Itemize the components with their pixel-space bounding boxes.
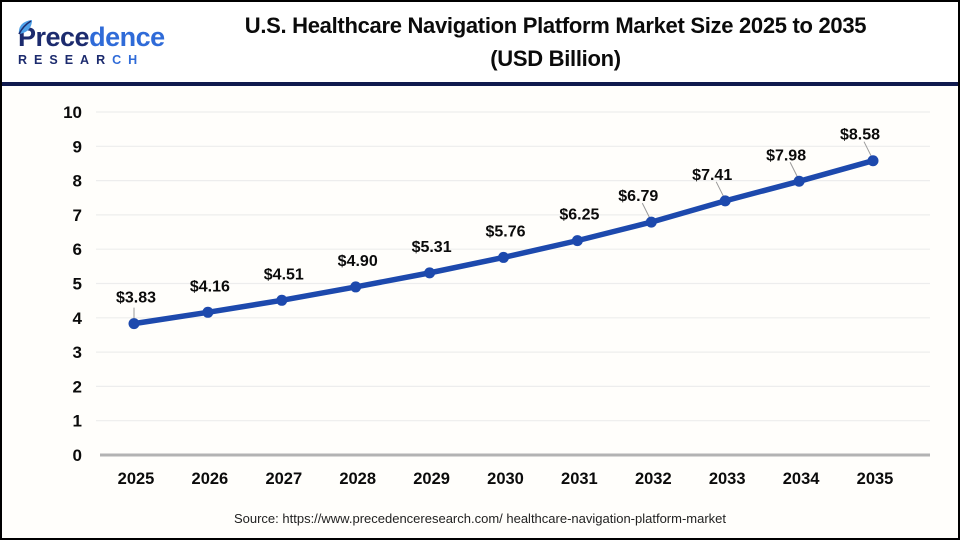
header-divider <box>2 82 958 86</box>
data-point-marker <box>571 235 583 247</box>
chart-area: 0 1 2 3 4 5 6 7 8 9 10 2025 2026 2027 2028 2029 2030 2031… <box>2 86 958 500</box>
data-point-label: $3.83 <box>116 290 156 307</box>
data-point-marker <box>793 175 805 187</box>
data-point-marker <box>202 306 214 318</box>
y-axis-label: 4 <box>73 309 83 328</box>
x-axis-label: 2030 <box>487 470 524 488</box>
brand-subtitle: RESEARCH <box>18 52 145 67</box>
data-point-label: $7.98 <box>766 147 806 164</box>
y-axis-label: 7 <box>73 206 82 225</box>
x-axis-label: 2029 <box>413 470 450 488</box>
x-axis-label: 2028 <box>339 470 376 488</box>
data-point-label: $5.31 <box>412 239 452 256</box>
x-axis-label: 2027 <box>265 470 302 488</box>
data-point-marker <box>128 318 140 330</box>
x-axis-label: 2035 <box>857 470 894 488</box>
x-axis-label: 2032 <box>635 470 672 488</box>
source-note: Source: https://www.precedenceresearch.c… <box>2 500 958 538</box>
data-point-label: $4.16 <box>190 278 230 295</box>
data-point-marker <box>350 281 362 293</box>
data-point-label: $5.76 <box>485 223 525 240</box>
data-point-marker <box>276 294 288 306</box>
brand-name: Precedence <box>18 19 208 51</box>
x-axis-label: 2033 <box>709 470 746 488</box>
chart-title: U.S. Healthcare Navigation Platform Mark… <box>208 9 958 75</box>
leader-line <box>863 141 873 158</box>
line-chart: 0 1 2 3 4 5 6 7 8 9 10 2025 2026 2027 2028 2029 2030 2031… <box>63 103 930 488</box>
leaf-icon <box>16 15 36 42</box>
y-axis-label: 0 <box>73 446 82 465</box>
data-point-label: $7.41 <box>692 167 732 184</box>
data-point-marker <box>719 195 731 207</box>
data-point-label: $4.51 <box>264 266 304 283</box>
data-point-label: $6.25 <box>559 207 599 224</box>
data-point-label: $8.58 <box>840 127 880 144</box>
y-axis-label: 9 <box>73 137 82 156</box>
data-point-marker <box>867 155 879 167</box>
leader-line <box>641 202 651 220</box>
data-point-marker <box>645 216 657 228</box>
y-axis-label: 10 <box>63 103 82 122</box>
chart-title-line1: U.S. Healthcare Navigation Platform Mark… <box>244 13 867 38</box>
data-point-label: $4.90 <box>338 253 378 270</box>
x-axis-label: 2026 <box>192 470 229 488</box>
brand-logo: Precedence RESEARCH <box>2 18 208 67</box>
data-point-marker <box>498 251 509 263</box>
data-point-marker <box>424 267 436 279</box>
x-axis-label: 2025 <box>118 470 155 488</box>
x-axis-label: 2031 <box>561 470 598 488</box>
y-axis-label: 1 <box>73 412 82 431</box>
y-axis-label: 6 <box>73 240 82 259</box>
y-axis-label: 8 <box>73 172 82 191</box>
x-axis-label: 2034 <box>783 470 821 488</box>
y-axis-label: 5 <box>73 275 82 294</box>
y-axis-label: 3 <box>73 343 82 362</box>
header: Precedence RESEARCH U.S. Healthcare Navi… <box>2 2 958 82</box>
series-line <box>131 157 876 327</box>
leader-line <box>715 181 725 199</box>
data-point-label: $6.79 <box>618 188 658 205</box>
chart-title-line2: (USD Billion) <box>490 46 621 71</box>
leader-line <box>789 162 799 179</box>
y-axis-label: 2 <box>73 377 82 396</box>
